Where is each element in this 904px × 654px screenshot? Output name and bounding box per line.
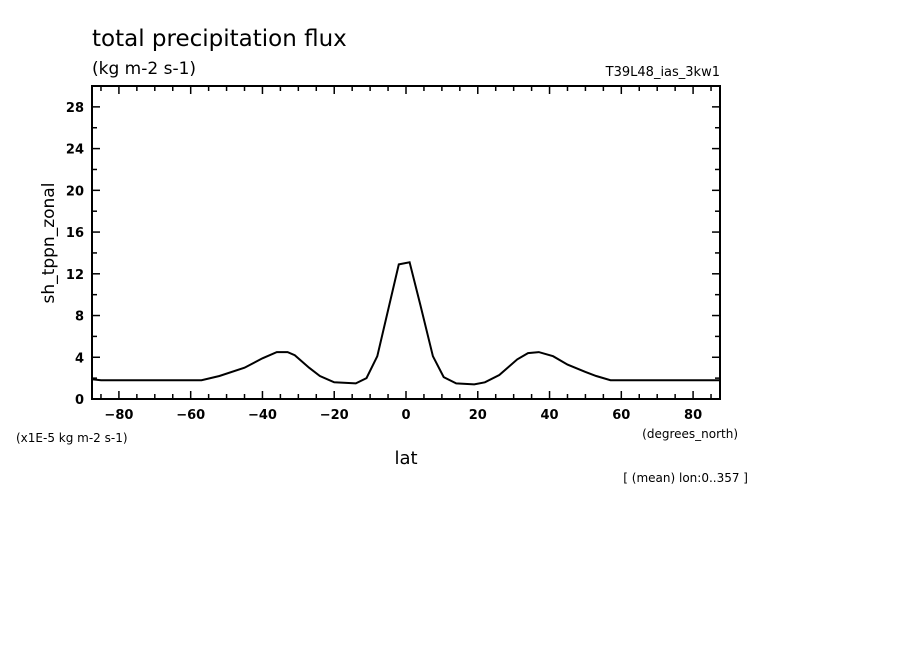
x-axis-label: lat bbox=[394, 448, 417, 469]
x-tick-label: −80 bbox=[104, 408, 133, 423]
y-scale-label: (x1E-5 kg m-2 s-1) bbox=[16, 431, 128, 445]
y-tick-label: 0 bbox=[75, 393, 84, 408]
x-tick-label: −40 bbox=[248, 408, 277, 423]
y-tick-label: 20 bbox=[66, 184, 84, 199]
x-tick-label: −20 bbox=[320, 408, 349, 423]
x-tick-label: 40 bbox=[540, 408, 558, 423]
chart-units: (kg m-2 s-1) bbox=[92, 59, 196, 79]
x-tick-label: 80 bbox=[684, 408, 702, 423]
dataset-label: T39L48_ias_3kw1 bbox=[605, 65, 720, 80]
x-tick-label: 0 bbox=[401, 408, 410, 423]
y-tick-label: 16 bbox=[66, 226, 84, 241]
x-tick-label: −60 bbox=[176, 408, 205, 423]
x-tick-label: 20 bbox=[469, 408, 487, 423]
x-tick-label: 60 bbox=[612, 408, 630, 423]
y-tick-label: 12 bbox=[66, 268, 84, 283]
footnote: [ (mean) lon:0..357 ] bbox=[623, 471, 748, 485]
series-line bbox=[91, 261, 720, 386]
y-axis-label: sh_tppn_zonal bbox=[39, 183, 59, 304]
y-tick-label: 24 bbox=[66, 143, 84, 158]
y-tick-label: 28 bbox=[66, 101, 84, 116]
plot-frame bbox=[91, 85, 721, 400]
chart-title: total precipitation flux bbox=[92, 26, 347, 52]
y-tick-label: 4 bbox=[75, 351, 84, 366]
y-tick-label: 8 bbox=[75, 310, 84, 325]
x-units-label: (degrees_north) bbox=[642, 427, 738, 441]
